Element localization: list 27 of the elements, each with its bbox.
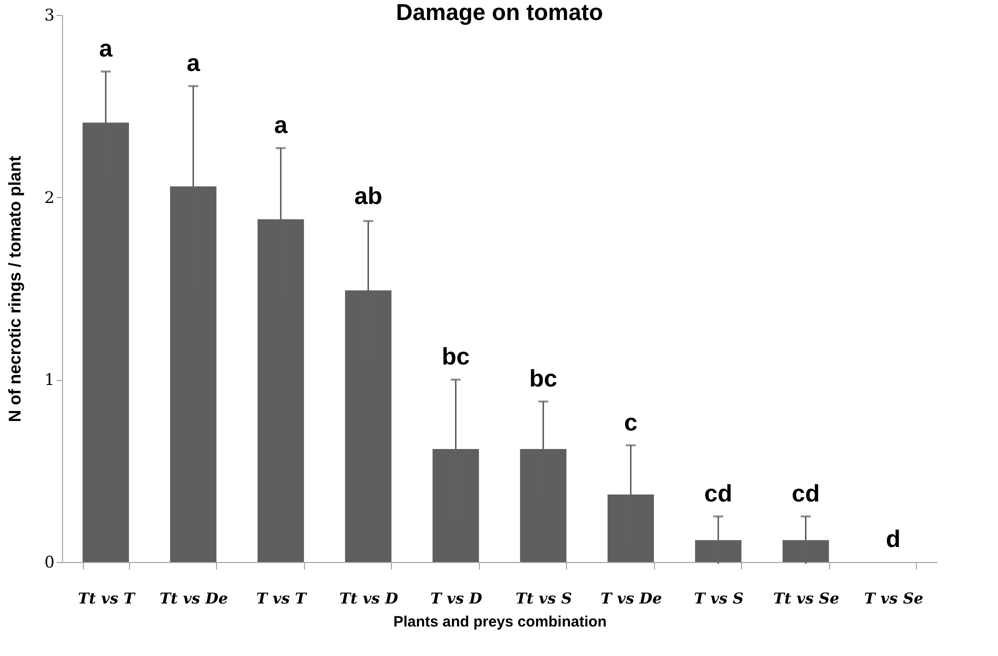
annotation: a (186, 50, 201, 78)
x-tick-label: Tt vs De (160, 590, 228, 608)
y-tick-label: 3 (44, 6, 54, 24)
x-tick-label: T vs Se (864, 590, 924, 608)
y-tick-label: 2 (44, 188, 54, 207)
x-tick-label: Tt vs S (515, 590, 572, 608)
annotation: cd (792, 480, 820, 508)
x-tick-label: T vs T (256, 590, 308, 608)
x-axis-title: Plants and preys combination (393, 614, 607, 630)
annotation: cd (704, 480, 732, 508)
annotation: bc (442, 344, 470, 371)
annotation: d (886, 526, 901, 553)
y-axis-title: N of necrotic rings / tomato plant (5, 155, 24, 422)
x-tick-label: T vs S (694, 590, 744, 608)
annotation: c (624, 409, 638, 436)
y-tick-label: 1 (44, 370, 54, 390)
annotation: a (99, 36, 114, 63)
annotation: a (274, 112, 288, 140)
chart-title: Damage on tomato (396, 0, 604, 25)
x-tick-label: Tt vs T (78, 590, 137, 608)
annotation: bc (529, 366, 558, 393)
x-tick-label: Tt vs D (339, 590, 398, 608)
annotation: ab (354, 183, 382, 210)
x-tick-label: Tt vs Se (773, 590, 840, 608)
y-tick-label: 0 (44, 552, 54, 572)
x-tick-label: T vs De (600, 590, 662, 608)
x-tick-label: T vs D (430, 590, 482, 608)
